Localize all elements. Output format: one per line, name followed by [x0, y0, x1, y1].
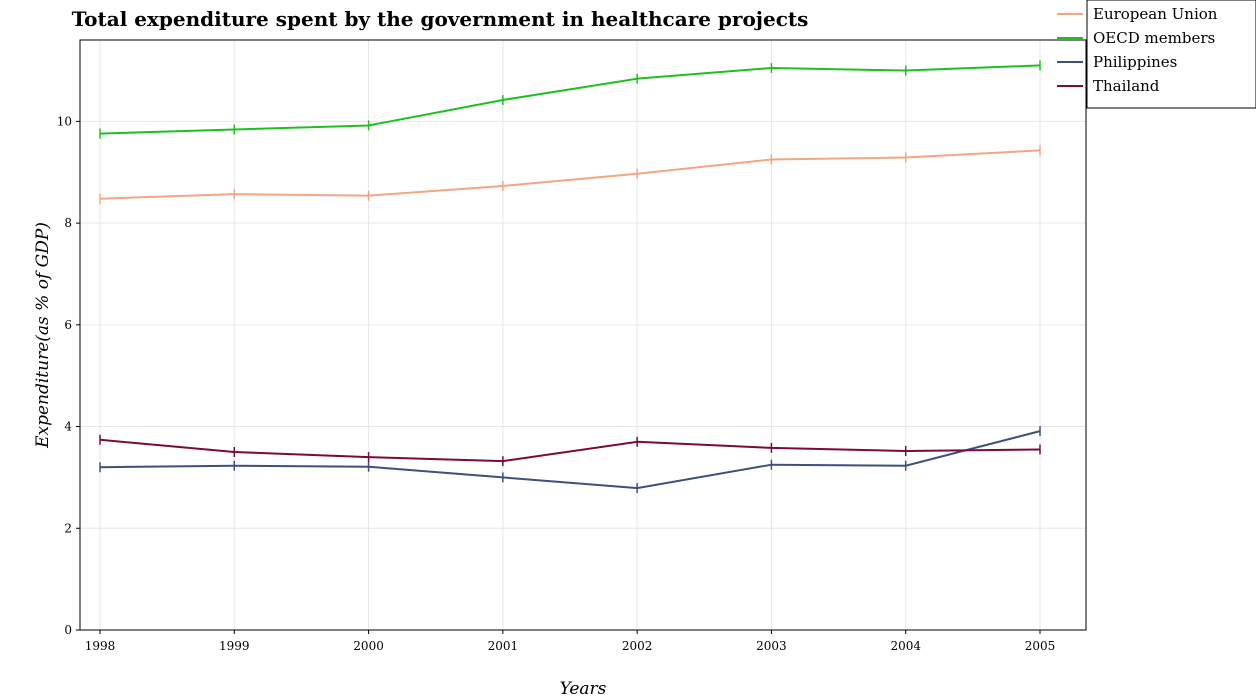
legend-box: [1086, 0, 1256, 109]
x-tick-label: 1999: [219, 639, 250, 653]
x-tick-label: 2004: [890, 639, 921, 653]
y-tick-label: 2: [64, 521, 72, 535]
x-tick-label: 2005: [1025, 639, 1056, 653]
y-axis: 0 2 4 6 8 10: [57, 114, 80, 637]
series-line-european-union: [99, 149, 1041, 200]
series-oecd-members: [99, 60, 1041, 139]
series-line-philippines: [99, 430, 1041, 490]
x-tick-label: 2001: [488, 639, 519, 653]
plot-area: [79, 39, 1087, 631]
series-lines: [99, 60, 1041, 494]
chart-title: Total expenditure spent by the governmen…: [72, 7, 809, 31]
x-tick-label: 2000: [353, 639, 384, 653]
x-axis: 1998 1999 2000 2001 2002 2003 2004 2005: [85, 630, 1056, 653]
series-line-oecd-members: [99, 64, 1041, 135]
series-line-thailand: [99, 438, 1041, 463]
series-european-union: [99, 145, 1041, 204]
series-thailand: [99, 434, 1041, 467]
grid: [80, 40, 1086, 631]
y-tick-label: 10: [57, 114, 72, 128]
x-tick-label: 2003: [756, 639, 787, 653]
y-axis-label: Expenditure(as % of GDP): [33, 222, 53, 449]
x-axis-label: Years: [560, 679, 607, 699]
legend-label: European Union: [1093, 5, 1218, 23]
y-tick-label: 8: [64, 216, 72, 230]
legend-label: OECD members: [1093, 29, 1215, 47]
y-tick-label: 0: [64, 623, 72, 637]
y-tick-label: 6: [64, 318, 72, 332]
legend: European Union OECD members Philippines Tha…: [1057, 0, 1256, 109]
x-tick-label: 2002: [622, 639, 653, 653]
y-tick-label: 4: [64, 420, 72, 434]
legend-label: Philippines: [1093, 53, 1177, 71]
x-tick-label: 1998: [85, 639, 116, 653]
series-philippines: [99, 426, 1041, 494]
legend-label: Thailand: [1093, 77, 1160, 95]
